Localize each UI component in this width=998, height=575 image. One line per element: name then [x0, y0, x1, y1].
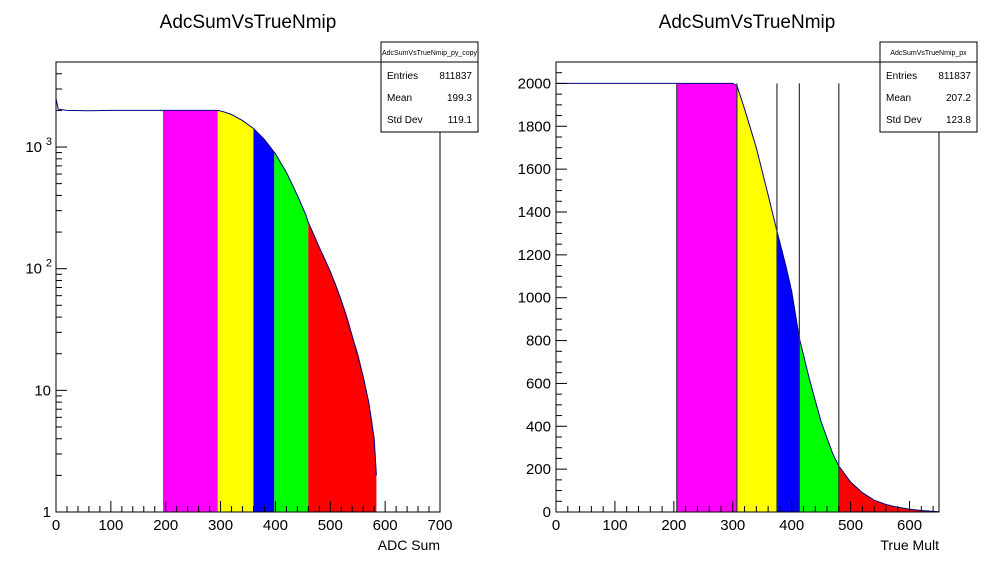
region-2 [777, 231, 800, 513]
stats-label-2: Std Dev [387, 115, 423, 126]
stats-label-1: Mean [387, 93, 412, 104]
region-0 [676, 83, 737, 513]
region-4 [838, 465, 939, 512]
y-tick-label-1: 10 [34, 382, 51, 399]
region-3 [799, 338, 839, 512]
y-tick-label-9: 1800 [518, 118, 551, 135]
stats-label-1: Mean [886, 93, 911, 104]
stats-title: AdcSumVsTrueNmip_px [890, 50, 967, 57]
stats-label-0: Entries [886, 71, 917, 82]
x-tick-label-7: 700 [427, 517, 452, 534]
stats-value-2: 123.8 [946, 115, 971, 126]
y-tick-label-3: 600 [526, 375, 551, 392]
stats-box [380, 41, 479, 133]
x-tick-label-0: 0 [52, 517, 60, 534]
histogram-outline [55, 98, 377, 476]
y-tick-exponent-3: 3 [46, 136, 52, 148]
y-tick-label-4: 800 [526, 333, 551, 350]
right-histogram-panel: AdcSumVsTrueNmip 0 100 200 300 400 500 600 0 200 4… [518, 12, 978, 553]
x-tick-label-3: 300 [720, 517, 745, 534]
y-tick-exponent-2: 2 [46, 258, 52, 270]
y-tick-label-2: 10 [25, 261, 42, 278]
stats-box [879, 41, 978, 133]
histogram-outline [556, 82, 940, 513]
x-tick-label-1: 100 [98, 517, 123, 534]
y-tick-label-2: 400 [526, 418, 551, 435]
stats-value-0: 811837 [938, 71, 971, 82]
x-tick-label-2: 200 [153, 517, 178, 534]
x-tick-label-6: 600 [373, 517, 398, 534]
y-tick-label-0: 0 [543, 504, 551, 521]
x-tick-label-3: 300 [208, 517, 233, 534]
region-0 [163, 110, 218, 513]
x-tick-label-6: 600 [897, 517, 922, 534]
region-1 [217, 110, 254, 513]
x-axis-label: ADC Sum [378, 537, 440, 553]
y-tick-label-0: 1 [43, 504, 51, 521]
x-tick-label-5: 500 [838, 517, 863, 534]
y-tick-label-6: 1200 [518, 247, 551, 264]
x-tick-label-2: 200 [661, 517, 686, 534]
x-tick-label-4: 400 [263, 517, 288, 534]
x-tick-label-1: 100 [602, 517, 627, 534]
region-4 [308, 222, 377, 512]
x-tick-label-5: 500 [318, 517, 343, 534]
stats-value-2: 119.1 [448, 115, 473, 126]
region-3 [274, 152, 309, 512]
stats-label-0: Entries [387, 71, 418, 82]
y-tick-label-1: 200 [526, 461, 551, 478]
x-axis-label: True Mult [880, 537, 939, 553]
y-tick-label-3: 10 [25, 139, 42, 156]
chart-title: AdcSumVsTrueNmip [659, 12, 836, 33]
stats-title: AdcSumVsTrueNmip_py_copy [382, 50, 478, 57]
plot-frame [55, 61, 441, 513]
region-2 [253, 128, 275, 512]
y-tick-label-10: 2000 [518, 75, 551, 92]
x-tick-label-4: 400 [779, 517, 804, 534]
stats-value-1: 207.2 [946, 93, 971, 104]
chart-title: AdcSumVsTrueNmip [160, 12, 337, 33]
stats-label-2: Std Dev [886, 115, 922, 126]
y-tick-label-8: 1600 [518, 161, 551, 178]
stats-value-0: 811837 [439, 71, 472, 82]
y-tick-label-7: 1400 [518, 204, 551, 221]
stats-value-1: 199.3 [447, 93, 472, 104]
x-tick-label-0: 0 [552, 517, 560, 534]
y-tick-label-5: 1000 [518, 290, 551, 307]
